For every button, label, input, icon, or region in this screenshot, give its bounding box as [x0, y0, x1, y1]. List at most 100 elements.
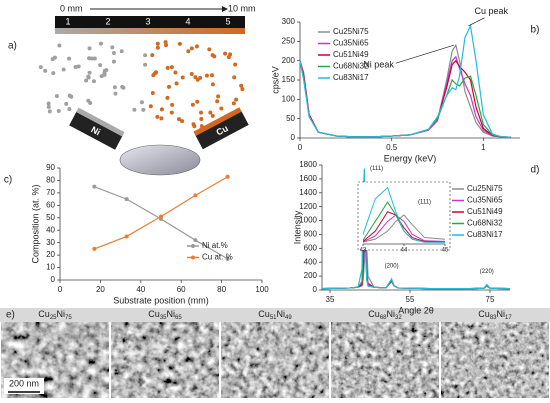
sputter-dot: [112, 85, 117, 90]
formula-part: 68: [380, 315, 387, 321]
sputter-dot: [73, 65, 78, 70]
sputter-dot: [98, 63, 103, 68]
y-tick-label: 60: [46, 200, 55, 209]
sputter-dot: [159, 116, 164, 121]
sputter-dot: [232, 75, 237, 80]
inset-x-tick-label: 44: [401, 248, 408, 254]
position-number: 1: [65, 16, 70, 26]
sputter-dot: [76, 64, 81, 69]
sputter-dot: [92, 56, 97, 61]
sputter-dot: [61, 67, 66, 72]
sputter-dot: [190, 102, 195, 107]
y-tick-label: 400: [304, 257, 318, 266]
sputter-dot: [231, 101, 236, 106]
sputter-dot: [86, 74, 91, 79]
sputter-dot: [67, 56, 72, 61]
sputter-dot: [208, 110, 213, 115]
formula-part: Cu: [148, 309, 160, 319]
sputter-dot: [170, 102, 175, 107]
legend-label: Cu35Ni65: [467, 196, 503, 205]
position-number: 3: [145, 16, 150, 26]
target-label: Ni: [89, 124, 102, 137]
sputter-dot: [164, 43, 169, 48]
formula-part: Ni: [387, 309, 396, 319]
y-tick-label: 90: [46, 163, 55, 172]
sputter-dot: [233, 62, 238, 67]
sem-image: [331, 322, 439, 398]
sputter-dot: [180, 119, 185, 124]
sputter-dot: [210, 113, 215, 118]
legend-label: Cu51Ni49: [333, 50, 369, 59]
substrate: [119, 144, 201, 176]
scale-bar-label: 200 nm: [9, 378, 39, 388]
sputter-dot: [139, 100, 144, 105]
y-tick-label: 150: [282, 75, 296, 84]
sputter-dot: [219, 106, 224, 111]
y-tick-label: 250: [282, 36, 296, 45]
sputter-dot: [119, 49, 124, 54]
y-tick-label: 30: [46, 238, 55, 247]
sputter-dot: [87, 46, 92, 51]
formula-part: Ni: [277, 309, 286, 319]
x-tick-label: 35: [326, 295, 335, 304]
sputter-dot: [89, 56, 94, 61]
sputter-dot: [54, 94, 59, 99]
formula-part: Ni: [167, 309, 176, 319]
sputter-dot: [165, 95, 170, 100]
sputter-dot: [111, 51, 116, 56]
legend-label: Cu at. %: [202, 253, 233, 262]
sputter-dot: [102, 72, 107, 77]
scale-end: 10 mm: [228, 3, 256, 13]
formula-part: 35: [160, 315, 167, 321]
series-marker: [225, 174, 230, 179]
sputter-dot: [212, 54, 217, 59]
sputter-dot: [223, 51, 228, 56]
target-body: [69, 111, 123, 150]
sputter-dot: [111, 59, 116, 64]
annotation: (220): [480, 269, 494, 275]
legend-label: Cu68Ni32: [333, 62, 369, 71]
inset-line: [363, 201, 445, 243]
x-tick-label: 0: [58, 285, 63, 294]
sputter-dot: [150, 91, 155, 96]
sputter-dot: [46, 104, 51, 109]
legend-label: Cu25Ni75: [333, 27, 369, 36]
legend-label: Ni at.%: [202, 241, 228, 250]
sputter-dot: [174, 81, 179, 86]
y-tick-label: 0: [51, 275, 56, 284]
sputter-dot: [38, 65, 43, 70]
sputter-dot: [67, 93, 72, 98]
sputter-dot: [180, 75, 185, 80]
scale-bar-bg: [4, 378, 44, 394]
formula-part: 25: [50, 315, 57, 321]
inset-line: [363, 186, 445, 243]
series-marker: [124, 197, 129, 202]
annotation: (111): [370, 166, 383, 172]
sputter-dot: [132, 107, 137, 112]
sputter-dot: [195, 77, 200, 82]
formula-part: Cu: [38, 309, 50, 319]
y-tick-label: 20: [46, 250, 55, 259]
position-number: 4: [185, 16, 190, 26]
y-tick-label: 1200: [299, 202, 317, 211]
x-tick-label: 55: [406, 295, 415, 304]
annotation: (200): [385, 264, 399, 270]
sputter-dot: [155, 41, 160, 46]
series-line: [299, 55, 511, 138]
inset-x-tick-label: 45: [442, 248, 449, 254]
sputter-dot: [189, 46, 194, 51]
sputter-dot: [47, 109, 52, 114]
y-tick-label: 800: [304, 230, 318, 239]
y-tick-label: 40: [46, 225, 55, 234]
panel-label: e): [6, 310, 15, 321]
sputter-dot: [194, 44, 199, 49]
sputter-dot: [143, 62, 148, 67]
sputter-dot: [159, 107, 164, 112]
y-tick-label: 10: [46, 263, 55, 272]
sample-label: Cu51Ni49: [258, 309, 292, 320]
sputter-dot: [141, 107, 146, 112]
target-body: [195, 110, 249, 150]
sputter-dot: [143, 53, 148, 58]
sputter-dot: [209, 73, 214, 78]
sputter-dot: [98, 41, 103, 46]
